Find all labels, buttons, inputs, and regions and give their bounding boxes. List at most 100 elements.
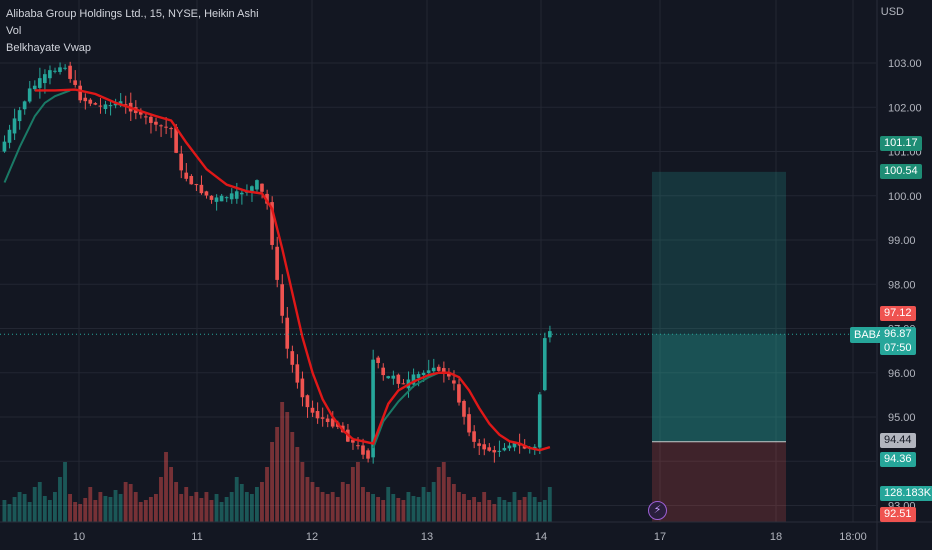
price-badge-entry: 94.44 bbox=[880, 433, 916, 448]
volume-bar bbox=[154, 494, 158, 522]
chart-legend: Alibaba Group Holdings Ltd., 15, NYSE, H… bbox=[6, 6, 259, 57]
volume-bar bbox=[53, 492, 57, 522]
candle-body bbox=[517, 444, 522, 446]
candle-body bbox=[315, 411, 320, 419]
candle-body bbox=[58, 67, 62, 72]
volume-bar bbox=[431, 482, 436, 522]
candle-body bbox=[416, 374, 421, 379]
volume-bars bbox=[2, 402, 552, 522]
candle-body bbox=[426, 370, 431, 374]
candle-body bbox=[154, 121, 158, 125]
volume-bar bbox=[128, 484, 133, 522]
position-target-zone bbox=[652, 171, 786, 442]
candle-body bbox=[502, 447, 507, 451]
volume-bar bbox=[199, 498, 204, 522]
candle-body bbox=[452, 380, 456, 384]
time-tick-label: 18:00 bbox=[839, 531, 867, 543]
candle-body bbox=[209, 195, 214, 200]
time-tick-label: 18 bbox=[770, 531, 782, 543]
volume-bar bbox=[143, 500, 148, 522]
volume-bar bbox=[310, 482, 315, 522]
volume-bar bbox=[305, 477, 310, 522]
time-tick-label: 11 bbox=[191, 531, 202, 543]
volume-bar bbox=[138, 502, 143, 522]
candle-body bbox=[421, 372, 426, 376]
candle-body bbox=[7, 129, 12, 143]
volume-bar bbox=[537, 502, 542, 522]
candle-body bbox=[391, 375, 396, 379]
price-tick-label: 95.00 bbox=[888, 412, 916, 424]
volume-bar bbox=[260, 482, 264, 522]
candle-body bbox=[512, 442, 517, 448]
lightning-icon[interactable]: ⚡ bbox=[648, 501, 667, 520]
candle-body bbox=[179, 153, 183, 171]
candle-body bbox=[2, 141, 7, 152]
volume-bar bbox=[376, 497, 381, 522]
candle-body bbox=[250, 186, 254, 193]
candle-body bbox=[98, 105, 103, 107]
candle-body bbox=[487, 447, 492, 451]
candle-body bbox=[477, 443, 481, 446]
candle-body bbox=[290, 351, 295, 365]
volume-bar bbox=[164, 452, 168, 522]
candle-body bbox=[441, 368, 446, 372]
volume-bar bbox=[275, 427, 280, 522]
volume-bar bbox=[103, 496, 108, 522]
candle-body bbox=[265, 193, 269, 204]
price-tick-label: 102.00 bbox=[888, 102, 922, 114]
currency-label[interactable]: USD bbox=[880, 6, 904, 18]
price-badge-101-17: 101.17 bbox=[880, 136, 922, 151]
volume-bar bbox=[522, 497, 527, 522]
volume-indicator-label[interactable]: Vol bbox=[6, 25, 22, 37]
volume-bar bbox=[58, 477, 62, 522]
volume-bar bbox=[234, 477, 239, 522]
candle-body bbox=[401, 383, 406, 385]
volume-bar bbox=[63, 462, 67, 522]
volume-bar bbox=[462, 494, 466, 522]
volume-bar bbox=[497, 497, 502, 522]
volume-bar bbox=[477, 502, 482, 522]
volume-bar bbox=[12, 497, 17, 522]
candle-body bbox=[366, 450, 370, 459]
candle-body bbox=[472, 431, 476, 442]
volume-bar bbox=[315, 487, 320, 522]
candle-body bbox=[285, 317, 290, 349]
price-badge-97-12: 97.12 bbox=[880, 306, 916, 321]
volume-bar bbox=[22, 494, 27, 522]
time-tick-label: 10 bbox=[73, 531, 85, 543]
volume-bar bbox=[512, 492, 517, 522]
volume-bar bbox=[492, 504, 497, 522]
vwap-fast-line-2 bbox=[372, 371, 440, 449]
candle-body bbox=[88, 99, 93, 104]
candle-body bbox=[204, 191, 209, 196]
candle-body bbox=[361, 445, 365, 455]
candle-body bbox=[48, 70, 52, 79]
volume-bar bbox=[118, 494, 123, 522]
candle-body bbox=[447, 371, 451, 377]
volume-bar bbox=[179, 494, 184, 522]
volume-bar bbox=[361, 487, 365, 522]
volume-bar bbox=[265, 467, 269, 522]
volume-bar bbox=[27, 502, 32, 522]
volume-bar bbox=[300, 462, 305, 522]
position-stop-zone bbox=[652, 441, 786, 522]
volume-bar bbox=[93, 500, 98, 522]
symbol-title[interactable]: Alibaba Group Holdings Ltd., 15, NYSE, H… bbox=[6, 8, 259, 20]
volume-bar bbox=[255, 487, 259, 522]
volume-bar bbox=[467, 500, 471, 522]
candle-body bbox=[260, 183, 264, 192]
candle-body bbox=[37, 78, 42, 88]
candle-body bbox=[325, 418, 330, 422]
volume-bar bbox=[239, 484, 244, 522]
volume-bar bbox=[507, 502, 512, 522]
vwap-indicator-label[interactable]: Belkhayate Vwap bbox=[6, 42, 91, 54]
volume-bar bbox=[184, 487, 189, 522]
volume-bar bbox=[169, 467, 173, 522]
volume-bar bbox=[335, 497, 340, 522]
volume-bar bbox=[133, 492, 138, 522]
volume-bar bbox=[123, 482, 128, 522]
candle-body bbox=[295, 364, 300, 383]
volume-bar bbox=[280, 402, 285, 522]
candle-body bbox=[199, 184, 204, 194]
